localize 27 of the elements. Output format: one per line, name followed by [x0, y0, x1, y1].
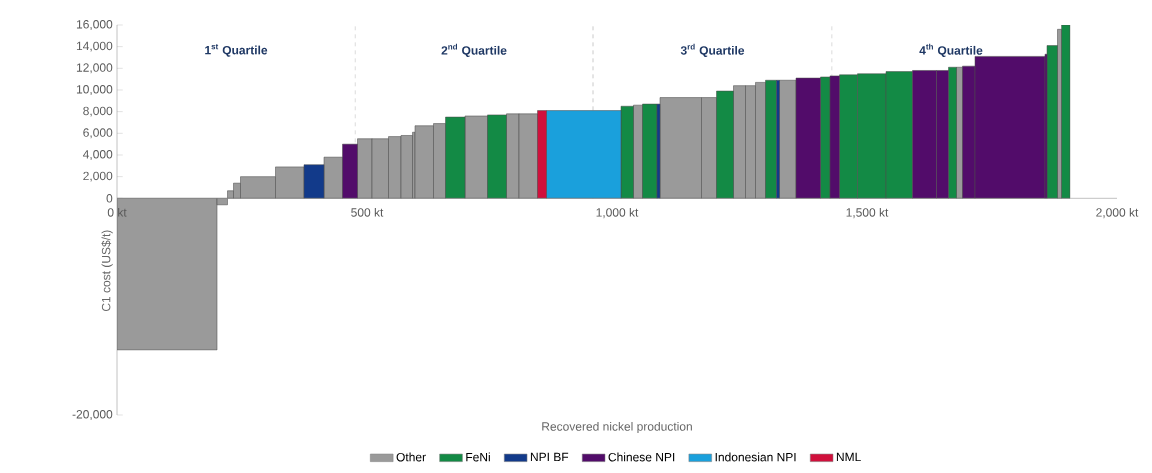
x-tick-label: 0 kt	[107, 207, 127, 217]
x-tick-label: 500 kt	[351, 207, 384, 217]
y-tick-label: 0	[106, 194, 113, 203]
y-tick-label: 8,000	[83, 106, 113, 117]
y-tick-label: -20,000	[72, 410, 113, 420]
x-tick-label: 1,500 kt	[846, 207, 889, 219]
x-tick-label: 1,000 kt	[596, 207, 639, 219]
legend-label: NML	[836, 452, 861, 462]
legend-label: Chinese NPI	[608, 452, 675, 462]
y-tick-label: 4,000	[82, 150, 113, 160]
y-tick-label: 16,000	[76, 20, 113, 30]
legend-label: FeNi	[466, 452, 490, 462]
y-tick-label: 12,000	[76, 63, 113, 74]
y-tick-label: 14,000	[76, 41, 113, 52]
legend-label: Indonesian NPI	[715, 452, 796, 462]
annotation: 2$^{nd}$ Quartile	[441, 43, 507, 57]
annotation: 4$^{th}$ Quartile	[919, 43, 983, 57]
y-axis-title: C1 cost (US$/t)	[101, 230, 113, 312]
y-tick-label: 6,000	[83, 128, 113, 139]
legend-label: Other	[396, 452, 426, 462]
annotation: 1$^{st}$ Quartile	[205, 43, 268, 57]
x-axis-title: Recovered nickel production	[542, 421, 692, 434]
y-tick-label: 10,000	[76, 85, 113, 95]
y-tick-label: 2,000	[83, 171, 113, 182]
x-tick-label: 2,000 kt	[1096, 207, 1139, 219]
annotation: 3$^{rd}$ Quartile	[680, 43, 745, 57]
legend-label: NPI BF	[530, 452, 569, 462]
